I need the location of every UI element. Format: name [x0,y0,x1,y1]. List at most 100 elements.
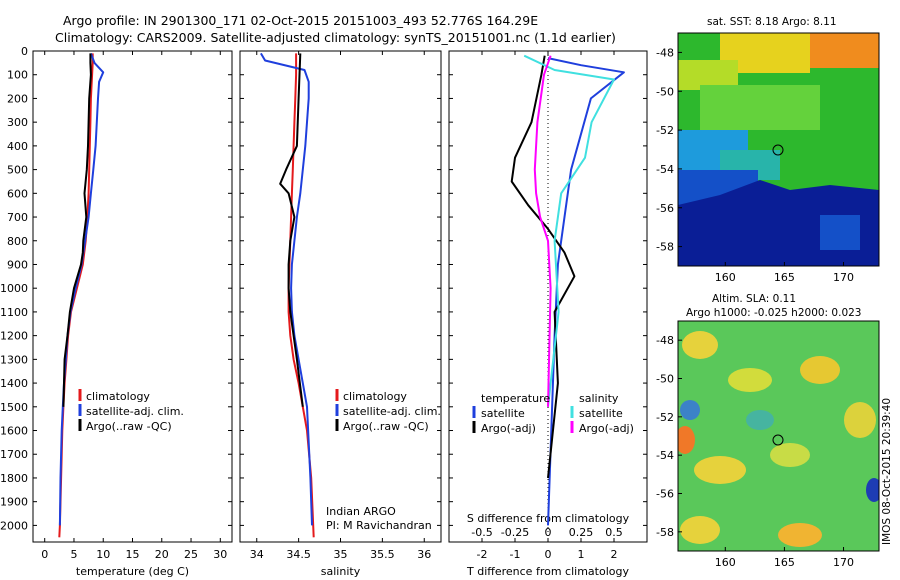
sst-map-ytick-label: -56 [656,202,674,215]
sla-yellow-blob [682,331,718,359]
temperature-xtick-label: 25 [184,548,198,561]
sla-map-xtick-label: 165 [774,556,795,569]
sst-map-axes: 160 165 170 -48 -50 -52 -54 -56 -58 [656,46,854,284]
difference-series-1 [510,55,576,479]
temperature-series-2 [62,53,92,407]
difference-xtick-label: -1 [510,548,521,561]
difference-xtick-label: -2 [477,548,488,561]
sla-map-ytick-label: -50 [656,373,674,386]
figure-title-line2: Climatology: CARS2009. Satellite-adjuste… [55,30,616,45]
temperature-legend-label: satellite-adj. clim. [86,405,184,418]
temperature-xtick-label: 30 [213,548,227,561]
sla-yellow-blob [728,368,772,392]
temperature-frame [32,50,233,543]
salinity-xtick-label: 34 [250,548,264,561]
salinity-xtick-label: 35 [334,548,348,561]
sla-yellow-blob [800,356,840,384]
sla-yellow-blob [770,443,810,467]
salinity-xtick-label: 36 [417,548,431,561]
salinity-xlabel: salinity [321,565,361,578]
sst-map-ytick-label: -50 [656,85,674,98]
temperature-xtick-label: 10 [96,548,110,561]
salinity-legend-label: Argo(..raw -QC) [343,420,429,433]
salinity-xtick-label: 35.5 [370,548,395,561]
sla-base [678,321,879,551]
difference-x2tick-label: 0.25 [569,526,594,539]
sst-map-xtick-label: 170 [833,271,854,284]
sst-map-xtick-label: 160 [715,271,736,284]
sla-map-axes: 160 165 170 -48 -50 -52 -54 -56 -58 [656,334,854,569]
temperature-series-1 [58,53,105,526]
sla-map-ytick-label: -56 [656,488,674,501]
sla-yellow-blob [680,516,720,544]
sla-map-ytick-label: -48 [656,334,674,347]
difference-x2tick-label: 0 [545,526,552,539]
sst-map-xtick-label: 165 [774,271,795,284]
sla-argo-marker [772,434,784,446]
temperature-xtick-label: 0 [41,548,48,561]
salinity-xtick-label: 34.5 [286,548,311,561]
sla-map-subtitle: Argo h1000: -0.025 h2000: 0.023 [686,307,862,319]
difference-legend-label: Argo(-adj) [481,422,536,435]
depth-tick-label: 300 [7,116,28,129]
salinity-panel: 34 34.5 35 35.5 36 salinity climatology satelli… [239,50,442,578]
temperature-legend-label: climatology [86,390,150,403]
salinity-frame [239,50,442,543]
depth-tick-label: 200 [7,92,28,105]
sst-map-ytick-label: -58 [656,241,674,254]
sla-map-xtick-label: 170 [833,556,854,569]
salinity-series-1 [260,52,313,526]
difference-legend-label: satellite [481,407,525,420]
depth-tick-label: 700 [7,211,28,224]
sla-orange-blob [778,523,822,547]
depth-tick-label: 900 [7,258,28,271]
sst-map-title: sat. SST: 8.18 Argo: 8.11 [707,16,837,28]
sla-map [678,321,879,551]
depth-tick-label: 1700 [0,448,28,461]
difference-legend-label: Argo(-adj) [579,422,634,435]
sla-map-title: Altim. SLA: 0.11 [712,293,796,305]
temperature-xtick-label: 20 [155,548,169,561]
temperature-xtick-label: 5 [70,548,77,561]
temperature-legend-label: Argo(..raw -QC) [86,420,172,433]
difference-legend-label: temperature [481,392,550,405]
sla-blue-blob [680,400,700,420]
difference-series-3 [533,55,552,407]
depth-tick-label: 1300 [0,353,28,366]
difference-x2tick-label: -0.25 [501,526,529,539]
depth-tick-label: 1400 [0,377,28,390]
depth-tick-label: 1200 [0,330,28,343]
depth-tick-label: 1500 [0,401,28,414]
sst-map-ytick-label: -52 [656,124,674,137]
difference-panel: -2 -1 0 1 2-0.5 -0.25 0 0.25 0.5S difference fro… [448,50,648,578]
difference-x2tick-label: 0.5 [605,526,623,539]
difference-series-0 [547,57,625,526]
sst-map [678,33,879,266]
difference-legend-label: salinity [579,392,619,405]
sla-map-ytick-label: -54 [656,449,674,462]
temperature-panel: 0100200300400500600700800900100011001200… [0,45,233,578]
temperature-xlabel: temperature (deg C) [76,565,189,578]
depth-tick-label: 1900 [0,496,28,509]
salinity-annotation: Indian ARGO [326,505,396,518]
depth-tick-label: 1000 [0,282,28,295]
sla-map-ytick-label: -52 [656,411,674,424]
sla-orange-blob [678,426,695,454]
difference-x2tick-label: -0.5 [471,526,492,539]
depth-tick-label: 500 [7,164,28,177]
depth-tick-label: 800 [7,235,28,248]
difference-legend-label: satellite [579,407,623,420]
depth-tick-label: 100 [7,69,28,82]
depth-tick-label: 1100 [0,306,28,319]
sla-yellow-blob [844,402,876,438]
sla-blue-blob [866,478,879,502]
depth-tick-label: 600 [7,187,28,200]
depth-tick-label: 2000 [0,519,28,532]
sst-map-frame [677,32,880,267]
depth-tick-label: 0 [21,45,28,58]
sla-map-frame [677,320,880,552]
difference-xlabel: T difference from climatology [466,565,629,578]
sst-map-ytick-label: -48 [656,46,674,59]
depth-tick-label: 400 [7,140,28,153]
difference-series-2 [523,54,615,407]
